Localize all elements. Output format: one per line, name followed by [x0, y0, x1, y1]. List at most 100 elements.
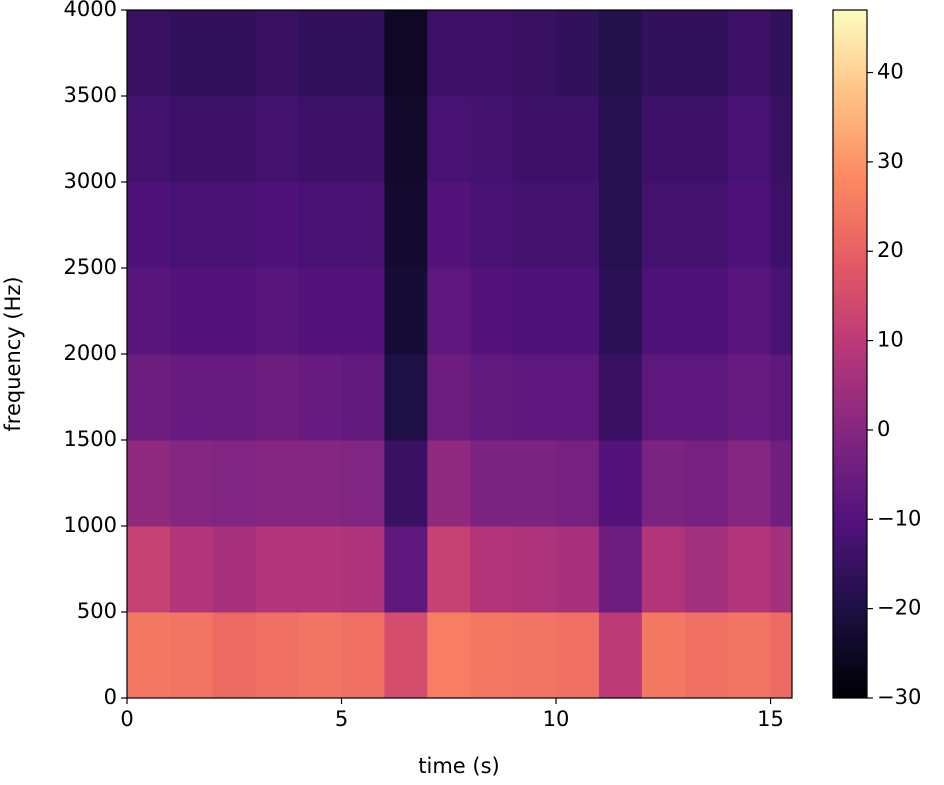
heatmap-cell	[598, 354, 643, 441]
heatmap-cell	[212, 268, 257, 355]
y-tick-label: 500	[77, 599, 117, 623]
heatmap-cell	[298, 440, 343, 527]
heatmap-cell	[470, 96, 514, 183]
heatmap-cell	[513, 526, 557, 613]
colorbar-tick-label: 20	[877, 238, 904, 262]
heatmap-cell	[598, 612, 643, 699]
heatmap-cell	[255, 526, 300, 613]
heatmap-cell	[127, 96, 171, 183]
heatmap-cell	[727, 440, 772, 527]
heatmap-cell	[298, 10, 343, 97]
heatmap-cell	[127, 612, 171, 699]
heatmap-cell	[384, 268, 428, 355]
heatmap-cell	[255, 354, 300, 441]
heatmap-cell	[470, 10, 514, 97]
heatmap-cell	[427, 96, 471, 183]
heatmap-cell	[341, 96, 385, 183]
heatmap-cell	[598, 96, 643, 183]
heatmap-cell	[470, 526, 514, 613]
heatmap-cell	[641, 526, 686, 613]
heatmap-cell	[255, 10, 300, 97]
heatmap-cell	[169, 354, 214, 441]
heatmap-cell	[470, 612, 514, 699]
heatmap-cell	[255, 612, 300, 699]
colorbar-tick-label: 40	[877, 60, 904, 84]
heatmap-cell	[727, 182, 772, 269]
x-tick-label: 5	[335, 707, 348, 731]
heatmap-cell	[212, 354, 257, 441]
heatmap-cell	[127, 526, 171, 613]
heatmap-cell	[255, 182, 300, 269]
heatmap-cell	[127, 268, 171, 355]
heatmap-cell	[127, 182, 171, 269]
heatmap-cell	[384, 182, 428, 269]
heatmap-cell	[384, 526, 428, 613]
heatmap-cell	[212, 526, 257, 613]
heatmap-cell	[255, 440, 300, 527]
colorbar	[832, 9, 868, 699]
heatmap-cell	[684, 612, 729, 699]
heatmap-cell	[298, 526, 343, 613]
heatmap-cell	[298, 354, 343, 441]
heatmap-cell	[770, 182, 793, 269]
heatmap-cell	[641, 440, 686, 527]
heatmap-cell	[169, 440, 214, 527]
y-tick-label: 2000	[64, 341, 117, 365]
y-tick-label: 2500	[64, 255, 117, 279]
heatmap-cell	[598, 440, 643, 527]
heatmap-cell	[341, 526, 385, 613]
heatmap-cell	[513, 612, 557, 699]
heatmap-cell	[212, 10, 257, 97]
heatmap-cell	[470, 182, 514, 269]
heatmap-cell	[556, 182, 600, 269]
colorbar-tick-label: −10	[877, 506, 921, 530]
heatmap-cell	[598, 182, 643, 269]
heatmap-cell	[641, 182, 686, 269]
heatmap-cell	[556, 526, 600, 613]
heatmap-cell	[684, 526, 729, 613]
heatmap-cell	[427, 612, 471, 699]
heatmap-cell	[598, 268, 643, 355]
heatmap-cell	[384, 96, 428, 183]
heatmap-cell	[513, 10, 557, 97]
y-tick-label: 4000	[64, 0, 117, 21]
heatmap-cell	[427, 182, 471, 269]
heatmap-cell	[212, 182, 257, 269]
x-axis-label: time (s)	[418, 754, 499, 778]
heatmap-cell	[169, 182, 214, 269]
colorbar-tick-label: 10	[877, 328, 904, 352]
colorbar-tick-label: 0	[877, 417, 890, 441]
y-tick-label: 3000	[64, 169, 117, 193]
heatmap-cell	[770, 612, 793, 699]
heatmap-cell	[641, 268, 686, 355]
heatmap-cell	[384, 354, 428, 441]
heatmap-cell	[298, 96, 343, 183]
heatmap-cell	[684, 440, 729, 527]
heatmap-cell	[298, 612, 343, 699]
heatmap-cell	[169, 612, 214, 699]
heatmap-cell	[513, 354, 557, 441]
heatmap-cell	[427, 526, 471, 613]
heatmap-cell	[770, 96, 793, 183]
x-tick-label: 0	[120, 707, 133, 731]
heatmap-cell	[341, 440, 385, 527]
colorbar-tick-label: −20	[877, 596, 921, 620]
heatmap-cell	[341, 612, 385, 699]
heatmap-cell	[641, 354, 686, 441]
heatmap-cell	[598, 526, 643, 613]
heatmap-cell	[641, 612, 686, 699]
heatmap-cell	[770, 526, 793, 613]
y-axis-label: frequency (Hz)	[1, 276, 25, 431]
heatmap-cell	[684, 182, 729, 269]
heatmap-cell	[556, 10, 600, 97]
heatmap-cell	[513, 268, 557, 355]
y-tick-label: 1500	[64, 427, 117, 451]
heatmap-cell	[127, 354, 171, 441]
heatmap-cell	[770, 440, 793, 527]
heatmap-cell	[513, 440, 557, 527]
heatmap-cell	[384, 440, 428, 527]
heatmap-cell	[684, 268, 729, 355]
heatmap-cell	[556, 96, 600, 183]
heatmap-cell	[556, 612, 600, 699]
